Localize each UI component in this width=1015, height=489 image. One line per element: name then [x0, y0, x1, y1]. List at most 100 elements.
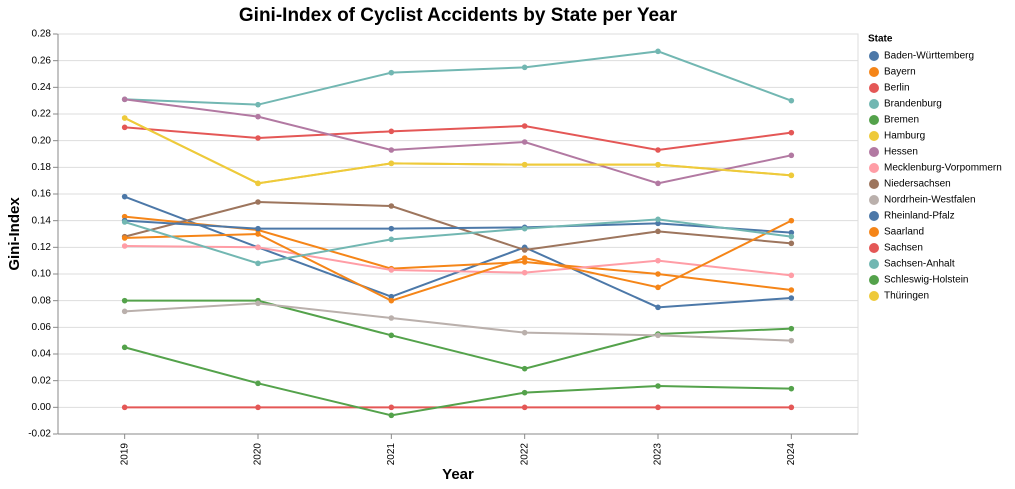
legend-label: Sachsen: [884, 243, 923, 254]
data-point: [521, 225, 528, 232]
y-tick-label: 0.26: [32, 55, 52, 66]
data-point: [121, 297, 128, 304]
series-line: [124, 302, 792, 342]
x-tick-label: 2023: [653, 443, 664, 466]
y-tick-label: 0.08: [32, 295, 52, 306]
data-point: [121, 308, 128, 315]
data-point: [655, 257, 661, 264]
data-point: [788, 152, 795, 159]
series-line: [124, 218, 792, 265]
chart-title: Gini-Index of Cyclist Accidents by State…: [239, 5, 678, 26]
series-line: [124, 98, 792, 185]
data-point: [121, 213, 128, 220]
legend-symbol: [869, 115, 879, 125]
data-point: [788, 325, 795, 332]
y-tick-label: 0.28: [32, 29, 52, 40]
series-line: [124, 117, 792, 185]
series-line: [124, 219, 792, 234]
series-line: [124, 346, 792, 417]
legend-label: Baden-Württemberg: [884, 51, 974, 62]
data-point: [788, 295, 795, 301]
data-point: [655, 147, 661, 153]
legend-symbol: [869, 147, 879, 157]
data-point: [121, 344, 128, 351]
data-point: [255, 231, 261, 237]
y-tick-label: 0.12: [32, 242, 52, 253]
data-point: [388, 332, 395, 339]
data-point: [655, 48, 661, 55]
data-point: [255, 101, 261, 108]
data-point: [788, 233, 795, 240]
legend-label: Schleswig-Holstein: [884, 275, 968, 286]
data-point: [255, 380, 261, 387]
legend-label: Sachsen-Anhalt: [884, 259, 955, 270]
data-point: [788, 287, 795, 293]
x-tick-label: 2022: [519, 443, 530, 466]
data-point: [521, 123, 528, 129]
series-line: [124, 219, 792, 302]
data-point: [388, 203, 395, 209]
data-point: [255, 300, 261, 307]
x-axis-title: Year: [442, 466, 474, 483]
data-point: [388, 225, 395, 232]
data-point: [788, 172, 795, 179]
data-point: [788, 217, 795, 224]
y-axis-title: Gini-Index: [6, 197, 23, 271]
legend-label: Thüringen: [884, 291, 929, 302]
data-point: [521, 255, 528, 261]
legend-symbol: [869, 131, 879, 141]
legend-title: State: [868, 34, 893, 45]
data-point: [655, 216, 661, 223]
data-point: [121, 243, 128, 249]
legend-label: Nordrhein-Westfalen: [884, 195, 976, 206]
y-tick-label: -0.02: [28, 429, 51, 440]
y-tick-label: 0.18: [32, 162, 52, 173]
data-point: [521, 161, 528, 168]
data-point: [255, 260, 261, 267]
series-line: [124, 50, 792, 106]
data-point: [121, 96, 128, 103]
legend-symbol: [869, 243, 879, 253]
data-point: [255, 244, 261, 251]
data-point: [521, 64, 528, 71]
y-tick-label: 0.24: [32, 82, 52, 93]
data-point: [121, 235, 128, 241]
data-point: [655, 284, 661, 291]
legend-label: Mecklenburg-Vorpommern: [884, 163, 1002, 174]
legend-symbol: [869, 51, 879, 61]
legend-label: Hamburg: [884, 131, 925, 142]
data-point: [388, 315, 395, 321]
data-point: [521, 404, 528, 411]
data-point: [655, 304, 661, 311]
data-point: [388, 293, 395, 300]
legend-symbol: [869, 67, 879, 77]
legend-label: Niedersachsen: [884, 179, 951, 190]
y-tick-label: 0.04: [32, 349, 52, 360]
legend-label: Bremen: [884, 115, 919, 126]
series-line: [124, 299, 792, 370]
data-point: [255, 113, 261, 120]
legend-symbol: [869, 211, 879, 221]
data-point: [655, 271, 661, 277]
x-tick-label: 2020: [253, 443, 264, 466]
y-tick-label: 0.06: [32, 322, 52, 333]
data-point: [521, 247, 528, 253]
data-point: [655, 180, 661, 187]
data-point: [521, 389, 528, 396]
data-point: [788, 272, 795, 279]
data-point: [788, 240, 795, 247]
y-tick-label: 0.14: [32, 215, 52, 226]
data-point: [655, 228, 661, 235]
data-point: [521, 259, 528, 265]
data-point: [655, 161, 661, 168]
y-tick-label: 0.02: [32, 375, 52, 386]
series-line: [124, 124, 792, 152]
data-point: [788, 337, 795, 344]
data-point: [255, 404, 261, 411]
y-tick-label: 0.22: [32, 109, 52, 120]
data-point: [388, 128, 395, 135]
x-tick-label: 2019: [119, 443, 130, 466]
legend-symbol: [869, 163, 879, 173]
data-point: [388, 160, 395, 167]
data-point: [255, 199, 261, 205]
